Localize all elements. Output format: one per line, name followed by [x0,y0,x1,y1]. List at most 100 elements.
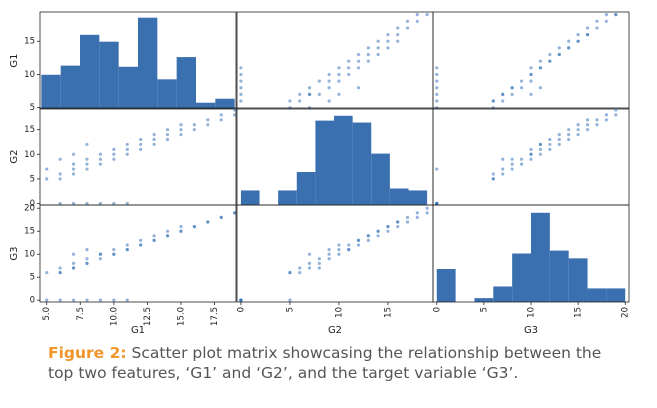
point [239,72,243,77]
point [71,162,76,166]
hist-bar [41,74,61,109]
point [356,52,361,57]
hist-bar [587,288,607,302]
point [576,32,580,37]
y-tick-label: 15 [24,37,35,47]
point [307,92,312,96]
point [139,147,143,151]
point [179,225,183,229]
point [435,92,439,96]
x-tick-label: 0 [432,307,442,312]
panel-frame [432,107,630,206]
point [604,118,608,122]
point [347,72,351,77]
point [604,113,608,117]
point [165,128,170,132]
hist-bar [138,17,158,109]
point [356,86,361,90]
hist-bar [278,190,297,205]
x-tick-label: 5 [285,307,295,312]
scatter-matrix: 5 10 15 G1 0 5 10 15 G2 0 5 10 15 20 G3 5.0 7.5 10.0 12.5 1… [9,11,631,336]
point [529,147,533,151]
hist-bar [436,269,456,302]
point [415,215,419,220]
point [71,298,76,302]
point [85,257,89,261]
point [386,229,390,233]
point [510,86,514,90]
panel-frame [236,11,434,110]
caption-label: Figure 2: [48,344,127,362]
hist-bar [176,57,196,109]
point [415,211,419,215]
point [307,86,312,90]
point [567,132,571,137]
point [98,257,103,261]
point [112,298,116,302]
point [98,298,103,302]
point [219,118,223,122]
y-tick-label: 5 [30,273,35,283]
hist-bar [60,65,81,109]
point [85,157,89,161]
point [327,79,331,83]
point [327,99,331,103]
point [139,243,143,247]
point [85,247,89,252]
point [45,177,49,181]
point [58,270,62,275]
point [71,201,76,206]
point [376,52,380,57]
point [58,298,62,302]
point [529,92,533,96]
point [307,266,312,270]
hist-bar [334,115,353,205]
point [356,66,361,70]
point [192,128,196,132]
point [192,225,196,229]
point [576,123,580,127]
caption: Figure 2: Scatter plot matrix showcasing… [48,343,628,383]
x-tick-label: 5.0 [42,307,52,321]
y-tick-label: 10 [24,150,35,160]
point [604,19,608,23]
point [510,92,514,96]
point [288,99,292,103]
point [152,238,156,242]
x-axis-label: G1 [131,325,145,336]
point [435,167,439,171]
point [337,66,341,70]
panel-frame [39,204,237,303]
hist-bar [99,41,119,109]
point [557,132,561,137]
point [491,177,495,181]
point [317,92,321,96]
point [179,123,183,127]
point [491,99,495,103]
point [538,86,543,90]
point [179,132,183,137]
x-axis-label: G2 [328,325,342,336]
point [347,243,351,247]
point [356,243,361,247]
point [347,66,351,70]
point [376,234,380,238]
point [337,247,341,252]
point [501,167,505,171]
point [288,270,292,275]
panel-frame [236,204,434,303]
point [125,247,129,252]
point [405,220,410,224]
hist-bar [157,79,177,109]
point [327,252,331,256]
point [576,128,580,132]
point [366,59,370,63]
point [98,201,103,206]
point [567,39,571,43]
point [317,257,321,261]
point [45,167,49,171]
point [519,162,524,166]
point [152,137,156,142]
point [548,137,552,142]
point [538,59,543,63]
